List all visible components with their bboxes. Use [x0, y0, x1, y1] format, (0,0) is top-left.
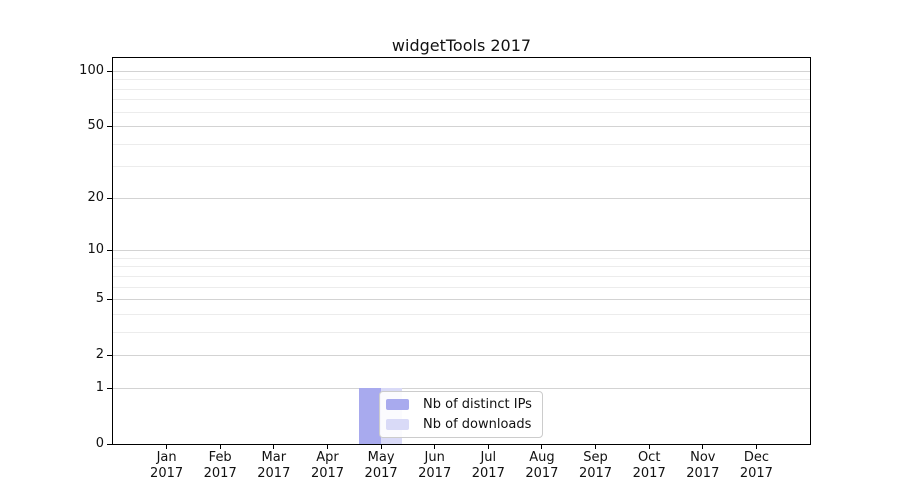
- y-gridline-minor: [113, 313, 810, 315]
- x-tick-mark: [219, 444, 221, 449]
- y-tick-label: 1: [95, 379, 104, 395]
- y-tick-mark: [107, 250, 112, 251]
- x-tick-label-oct: Oct 2017: [632, 450, 666, 481]
- y-tick-label: 50: [87, 118, 104, 133]
- plot-area: [112, 57, 811, 445]
- x-tick-label-nov: Nov 2017: [686, 450, 720, 481]
- x-tick-label-aug: Aug 2017: [525, 450, 559, 481]
- x-tick-label-apr: Apr 2017: [310, 450, 345, 481]
- x-tick-mark: [273, 444, 275, 449]
- legend-item-downloads: Nb of downloads: [386, 417, 536, 433]
- y-tick-mark: [107, 197, 112, 199]
- x-tick-label-may: May 2017: [364, 450, 398, 481]
- x-tick-label-feb: Feb 2017: [203, 450, 237, 481]
- legend-item-distinct-ips: Nb of distinct IPs: [386, 397, 536, 413]
- y-tick-label: 20: [87, 189, 104, 205]
- y-gridline-major: [113, 250, 810, 251]
- x-tick-mark: [434, 444, 436, 449]
- x-tick-mark: [755, 444, 757, 449]
- legend: Nb of distinct IPs Nb of downloads: [379, 391, 543, 438]
- x-tick-mark: [166, 444, 168, 449]
- x-tick-mark: [541, 444, 543, 449]
- x-tick-mark: [487, 444, 489, 449]
- y-gridline-minor: [113, 111, 810, 113]
- y-gridline-minor: [113, 99, 810, 101]
- y-tick-label: 0: [95, 436, 104, 451]
- y-tick-label: 5: [95, 291, 104, 307]
- x-tick-label-jan: Jan 2017: [150, 450, 184, 481]
- y-tick-label: 100: [79, 62, 104, 78]
- y-gridline-minor: [113, 79, 810, 81]
- x-tick-label-jun: Jun 2017: [418, 450, 452, 481]
- y-gridline-major: [113, 299, 810, 301]
- legend-label-downloads: Nb of downloads: [423, 416, 532, 432]
- y-gridline-minor: [113, 266, 810, 268]
- x-tick-label-jul: Jul 2017: [471, 450, 505, 481]
- x-tick-label-sep: Sep 2017: [578, 450, 613, 481]
- y-gridline-minor: [113, 257, 810, 259]
- chart-title: widgetTools 2017: [391, 36, 532, 55]
- y-tick-mark: [107, 444, 112, 445]
- legend-label-distinct-ips: Nb of distinct IPs: [423, 397, 532, 413]
- y-gridline-minor: [113, 275, 810, 277]
- x-tick-label-mar: Mar 2017: [257, 450, 291, 481]
- y-gridline-major: [113, 70, 810, 72]
- x-tick-mark: [595, 444, 596, 449]
- y-tick-mark: [107, 299, 112, 301]
- y-gridline-minor: [113, 88, 810, 90]
- legend-swatch-downloads: [386, 418, 409, 430]
- y-tick-label: 10: [87, 242, 104, 257]
- x-tick-label-dec: Dec 2017: [739, 450, 773, 481]
- y-gridline-minor: [113, 286, 810, 288]
- legend-swatch-distinct-ips: [386, 399, 409, 411]
- y-tick-label: 2: [95, 347, 104, 363]
- y-gridline-minor: [113, 331, 810, 333]
- y-gridline-major: [113, 387, 810, 389]
- y-gridline-major: [113, 355, 810, 357]
- y-gridline-major: [113, 126, 810, 127]
- y-tick-mark: [107, 126, 112, 127]
- x-tick-mark: [380, 444, 382, 449]
- x-tick-mark: [327, 444, 328, 449]
- y-gridline-major: [113, 197, 810, 199]
- y-gridline-minor: [113, 166, 810, 168]
- bar-nb-of-distinct-ips-may: [359, 387, 381, 444]
- y-tick-mark: [107, 70, 112, 72]
- x-tick-mark: [648, 444, 650, 449]
- y-tick-mark: [107, 355, 112, 357]
- x-tick-mark: [702, 444, 704, 449]
- y-tick-mark: [107, 387, 112, 389]
- y-gridline-minor: [113, 143, 810, 145]
